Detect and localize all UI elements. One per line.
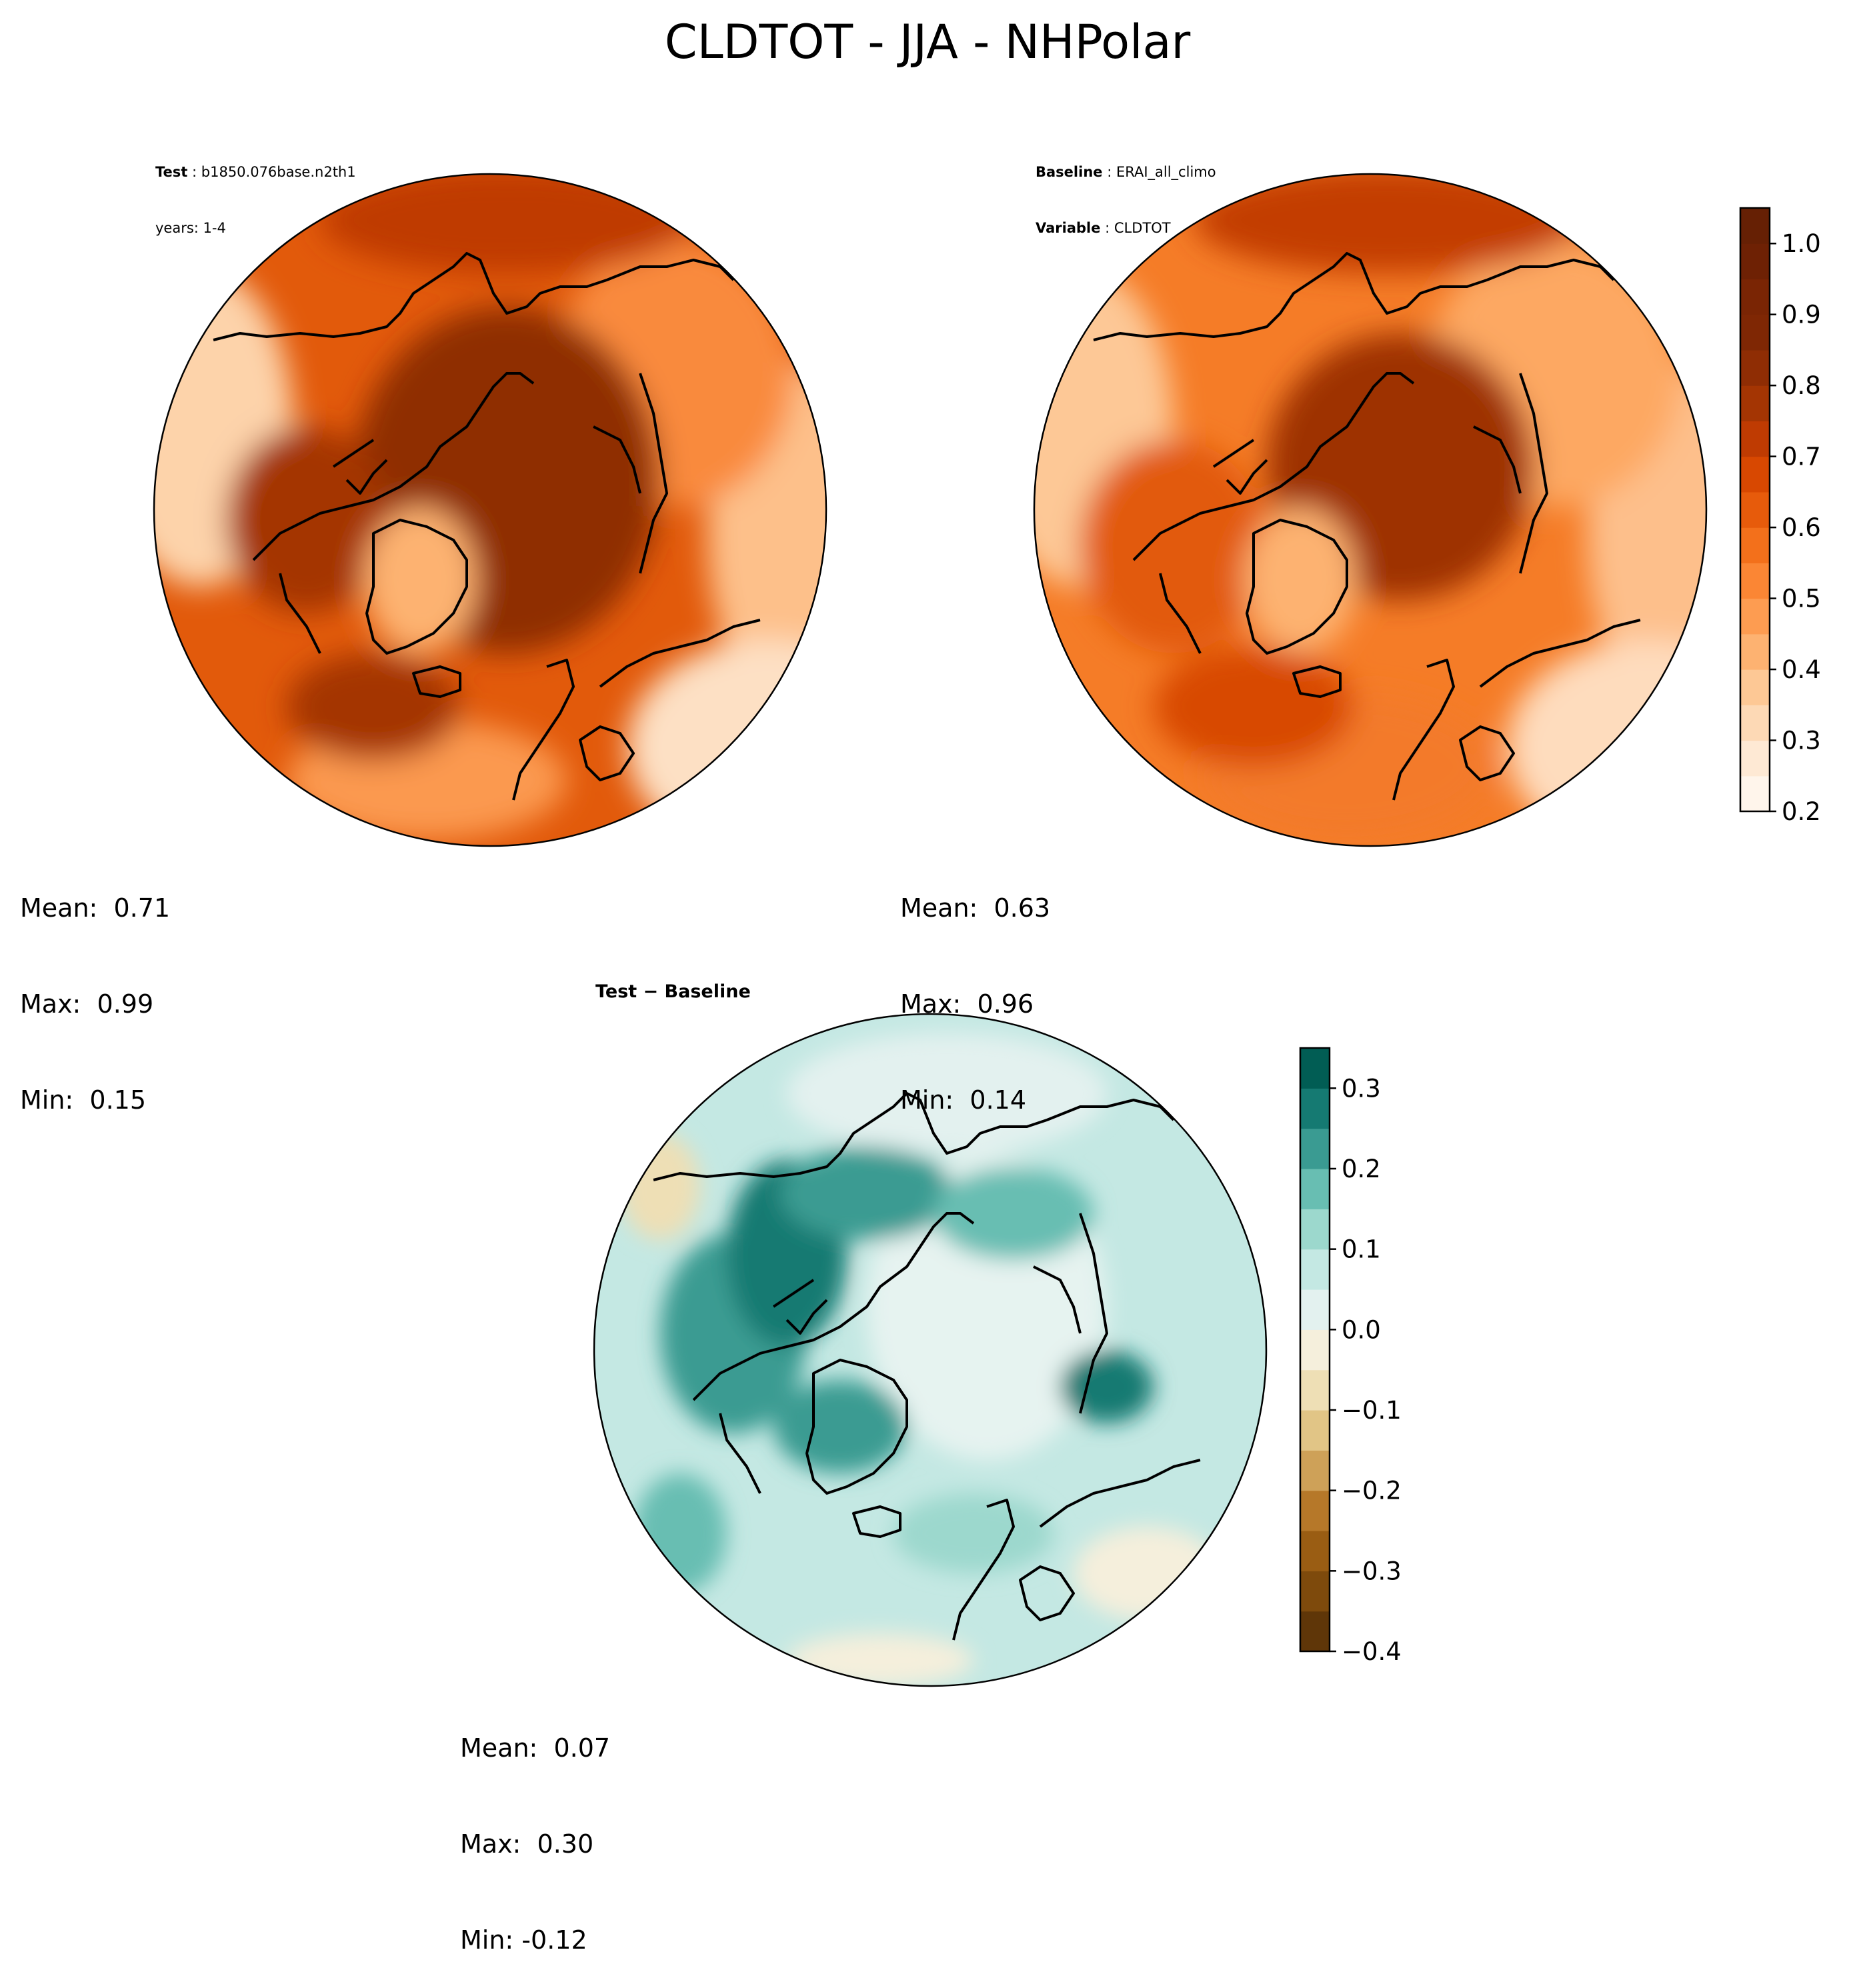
colorbar-main-swatch <box>1740 349 1770 386</box>
diff-min: Min: -0.12 <box>460 1925 587 1955</box>
baseline-map-field <box>1034 174 1706 846</box>
colorbar-diff-swatch <box>1300 1128 1330 1169</box>
figure-title: CLDTOT - JJA - NHPolar <box>664 15 1191 69</box>
baseline-header-key: Baseline <box>1036 164 1103 180</box>
colorbar-main-tick-label: 0.5 <box>1782 585 1821 613</box>
colorbar-diff-tick-label: −0.3 <box>1342 1557 1402 1585</box>
diff-title: Test − Baseline <box>595 981 751 1002</box>
test-stats: Mean: 0.71 Max: 0.99 Min: 0.15 <box>20 828 170 1148</box>
colorbar-diff-swatch <box>1300 1611 1330 1652</box>
colorbar-diff-swatch <box>1300 1490 1330 1531</box>
baseline-stats: Mean: 0.63 Max: 0.96 Min: 0.14 <box>900 828 1050 1148</box>
colorbar-diff-tick-label: −0.4 <box>1342 1637 1402 1666</box>
colorbar-main-swatch <box>1740 456 1770 493</box>
colorbar-main-swatch <box>1740 775 1770 812</box>
test-map <box>153 173 827 847</box>
colorbar-diff-tick-label: 0.1 <box>1342 1235 1381 1264</box>
test-map-field <box>154 174 826 846</box>
colorbar-diff-tick-label: 0.2 <box>1342 1155 1381 1183</box>
colorbar-diff-tick-label: 0.0 <box>1342 1315 1381 1344</box>
colorbar-main-tick-label: 0.7 <box>1782 443 1821 471</box>
baseline-header: Baseline : ERAI_all_climo Variable : CLD… <box>1036 164 1216 236</box>
test-map-outline <box>153 173 827 847</box>
colorbar-diff-swatch <box>1300 1410 1330 1451</box>
colorbar-diff-swatch <box>1300 1169 1330 1209</box>
colorbar-main-swatch <box>1740 669 1770 705</box>
colorbar-main-swatch <box>1740 208 1770 244</box>
colorbar-diff-swatch <box>1300 1369 1330 1411</box>
baseline-header-value: ERAI_all_climo <box>1116 164 1216 180</box>
colorbar-main-swatch <box>1740 314 1770 351</box>
test-max: Max: 0.99 <box>20 989 154 1019</box>
colorbar-main-tick-label: 0.8 <box>1782 371 1821 400</box>
colorbar-main-swatch <box>1740 491 1770 528</box>
colorbar-diff-tick-label: −0.1 <box>1342 1396 1402 1425</box>
test-header-value: b1850.076base.n2th1 <box>201 164 356 180</box>
colorbar-main-swatch <box>1740 705 1770 741</box>
colorbar-main-swatch <box>1740 633 1770 670</box>
colorbar-diff-swatch <box>1300 1088 1330 1129</box>
baseline-max: Max: 0.96 <box>900 989 1034 1019</box>
colorbar-diff-swatch <box>1300 1329 1330 1371</box>
colorbar-main-swatch <box>1740 421 1770 457</box>
colorbar-diff-swatch <box>1300 1450 1330 1491</box>
colorbar-diff-swatch <box>1300 1531 1330 1571</box>
variable-header-value: CLDTOT <box>1114 220 1171 236</box>
diff-map-field <box>620 1033 1220 1686</box>
colorbar-main-tick-label: 0.6 <box>1782 513 1821 542</box>
diff-map-outline <box>593 1013 1268 1687</box>
colorbar-main: 1.0 0.9 0.8 0.7 0.6 0.5 0.4 0.3 0.2 <box>1739 207 1821 826</box>
colorbar-main-swatch <box>1740 243 1770 280</box>
test-min: Min: 0.15 <box>20 1085 146 1115</box>
test-mean: Mean: 0.71 <box>20 893 171 923</box>
diff-stats: Mean: 0.07 Max: 0.30 Min: -0.12 <box>460 1668 610 1988</box>
colorbar-diff-swatch <box>1300 1249 1330 1290</box>
colorbar-diff-swatch <box>1300 1289 1330 1330</box>
colorbar-diff-swatch <box>1300 1571 1330 1612</box>
colorbar-main-swatch <box>1740 527 1770 563</box>
colorbar-diff-swatch <box>1300 1048 1330 1089</box>
baseline-map <box>1033 173 1708 847</box>
baseline-mean: Mean: 0.63 <box>900 893 1051 923</box>
colorbar-diff-frame <box>1299 1047 1331 1653</box>
colorbar-main-tick-label: 0.2 <box>1782 797 1821 826</box>
test-map-coastlines <box>213 252 768 801</box>
colorbar-main-swatch <box>1740 563 1770 599</box>
colorbar-main-swatch <box>1740 598 1770 635</box>
colorbar-diff-tick-label: 0.3 <box>1342 1074 1381 1103</box>
colorbar-main-swatch <box>1740 279 1770 315</box>
diff-map <box>593 1013 1268 1687</box>
diff-mean: Mean: 0.07 <box>460 1733 611 1763</box>
colorbar-main-frame <box>1739 207 1771 813</box>
test-header-key: Test <box>155 164 188 180</box>
baseline-min: Min: 0.14 <box>900 1085 1026 1115</box>
test-header: Test : b1850.076base.n2th1 years: 1-4 <box>155 164 356 236</box>
colorbar-main-swatch <box>1740 385 1770 422</box>
colorbar-main-swatch <box>1740 740 1770 777</box>
baseline-map-outline <box>1033 173 1708 847</box>
test-years: years: 1-4 <box>155 220 226 236</box>
colorbar-main-tick-label: 0.9 <box>1782 301 1821 329</box>
colorbar-main-tick-label: 0.4 <box>1782 655 1821 684</box>
diff-map-coastlines <box>653 1092 1208 1641</box>
colorbar-main-tick-label: 0.3 <box>1782 727 1821 755</box>
colorbar-diff: 0.3 0.2 0.1 0.0 −0.1 −0.2 −0.3 −0.4 <box>1299 1047 1402 1666</box>
colorbar-diff-swatch <box>1300 1209 1330 1250</box>
colorbar-diff-tick-label: −0.2 <box>1342 1477 1402 1505</box>
colorbar-main-tick-label: 1.0 <box>1782 229 1821 258</box>
variable-header-key: Variable <box>1036 220 1101 236</box>
diff-max: Max: 0.30 <box>460 1829 594 1859</box>
figure-canvas: 1.0 0.9 0.8 0.7 0.6 0.5 0.4 0.3 0.2 0.3 0.2 0.1 0.0… <box>153 173 1821 1687</box>
